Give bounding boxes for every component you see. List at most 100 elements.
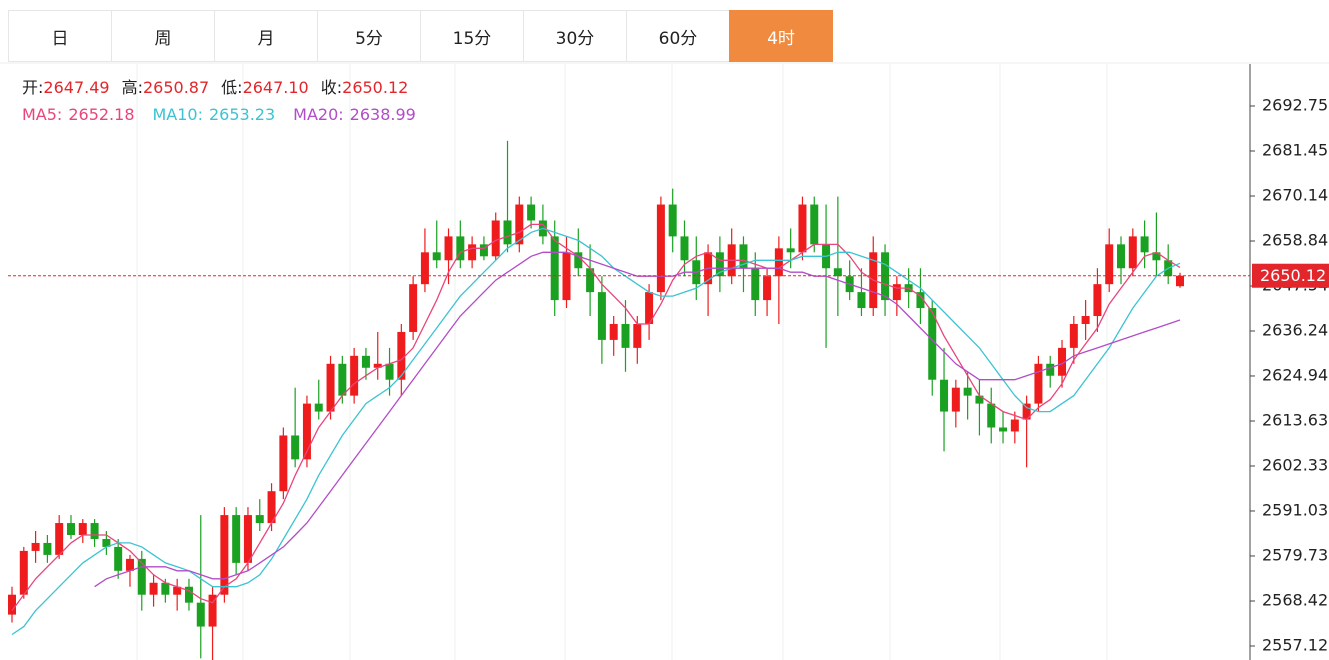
candle-body — [314, 403, 323, 412]
candle-body — [715, 252, 724, 277]
info-label: 开: — [22, 78, 43, 97]
period-tab[interactable]: 60分 — [626, 10, 730, 62]
candle-body — [326, 363, 335, 412]
candle-body — [19, 550, 28, 595]
candle-body — [420, 252, 429, 285]
period-tab[interactable]: 月 — [214, 10, 318, 62]
candle-body — [1105, 244, 1114, 285]
candle-body — [1069, 323, 1078, 348]
candle-body — [432, 252, 441, 261]
candle-body — [1046, 363, 1055, 376]
candle-body — [892, 284, 901, 301]
ma-line — [94, 251, 1181, 588]
candle-body — [196, 602, 205, 627]
candle-body — [786, 248, 795, 253]
candle-body — [1140, 236, 1149, 253]
candle-body — [267, 491, 276, 524]
y-tick-label: 2568.42 — [1262, 590, 1328, 609]
candle-body — [928, 308, 937, 380]
candle-body — [184, 586, 193, 603]
candle-body — [574, 252, 583, 269]
candle-body — [586, 268, 595, 293]
candle-body — [751, 268, 760, 301]
candle-body — [78, 523, 87, 535]
candle-body — [173, 586, 182, 595]
ohlc-info: 开:2647.49 高:2650.87 低:2647.10 收:2650.12 — [22, 78, 408, 97]
candle-body — [1117, 244, 1126, 269]
candle-body — [1058, 347, 1067, 376]
ma-line — [11, 227, 1181, 636]
candle-body — [491, 220, 500, 257]
period-tab[interactable]: 4时 — [729, 10, 833, 62]
candle-body — [479, 244, 488, 257]
candle-body — [562, 252, 571, 301]
candle-body — [149, 582, 158, 595]
y-tick-label: 2613.63 — [1262, 411, 1328, 430]
candle-body — [373, 363, 382, 368]
y-tick-label: 2636.24 — [1262, 320, 1328, 339]
candle-body — [680, 236, 689, 261]
candle-body — [963, 387, 972, 396]
y-tick-label: 2602.33 — [1262, 455, 1328, 474]
candle-body — [999, 427, 1008, 432]
candle-body — [987, 403, 996, 428]
legend-name: MA10: — [153, 105, 204, 124]
y-tick-label: 2591.03 — [1262, 500, 1328, 519]
y-tick-label: 2579.73 — [1262, 545, 1328, 564]
candle-body — [102, 538, 111, 547]
candle-body — [208, 594, 217, 627]
period-tab[interactable]: 15分 — [420, 10, 524, 62]
candle-body — [1034, 363, 1043, 404]
candle-body — [43, 542, 52, 555]
info-label: 收: — [321, 78, 342, 97]
candle-body — [668, 204, 677, 237]
candle-body — [1128, 236, 1137, 269]
candle-body — [739, 244, 748, 269]
ma-legend: MA5: 2652.18 MA10: 2653.23 MA20: 2638.99 — [22, 105, 416, 124]
candle-body — [66, 523, 75, 535]
candle-body — [8, 594, 16, 615]
period-tab[interactable]: 5分 — [317, 10, 421, 62]
y-tick-label: 2624.94 — [1262, 365, 1328, 384]
y-tick-label: 2658.84 — [1262, 231, 1328, 250]
candle-body — [975, 395, 984, 404]
candle-body — [798, 204, 807, 253]
candle-body — [515, 204, 524, 245]
current-price-label: 2650.12 — [1260, 266, 1326, 285]
period-tab[interactable]: 周 — [111, 10, 215, 62]
candle-body — [161, 582, 170, 595]
candle-body — [114, 546, 123, 571]
candle-body — [220, 515, 229, 595]
legend-name: MA5: — [22, 105, 62, 124]
current-price-tag — [1252, 263, 1329, 288]
period-tab[interactable]: 30分 — [523, 10, 627, 62]
legend-name: MA20: — [293, 105, 344, 124]
candle-body — [1081, 316, 1090, 324]
candle-body — [833, 268, 842, 277]
candle-body — [774, 248, 783, 277]
legend-value: 2638.99 — [350, 105, 416, 124]
candle-body — [243, 515, 252, 563]
candle-body — [503, 220, 512, 245]
ma-line — [11, 223, 1181, 611]
candle-body — [1010, 419, 1019, 432]
y-tick-label: 2681.45 — [1262, 140, 1328, 159]
candle-body — [609, 323, 618, 340]
candle-body — [90, 523, 99, 539]
candle-body — [279, 435, 288, 492]
candle-body — [444, 236, 453, 261]
candle-body — [810, 204, 819, 245]
period-tab[interactable]: 日 — [8, 10, 112, 62]
y-tick-label: 2670.14 — [1262, 186, 1328, 205]
info-value: 2650.87 — [143, 78, 209, 97]
candle-body — [633, 323, 642, 348]
info-label: 低: — [221, 78, 242, 97]
candle-body — [468, 244, 477, 261]
candle-body — [255, 515, 264, 524]
candle-body — [1093, 284, 1102, 317]
candle-body — [951, 387, 960, 412]
candle-body — [31, 542, 40, 551]
candle-body — [645, 292, 654, 324]
